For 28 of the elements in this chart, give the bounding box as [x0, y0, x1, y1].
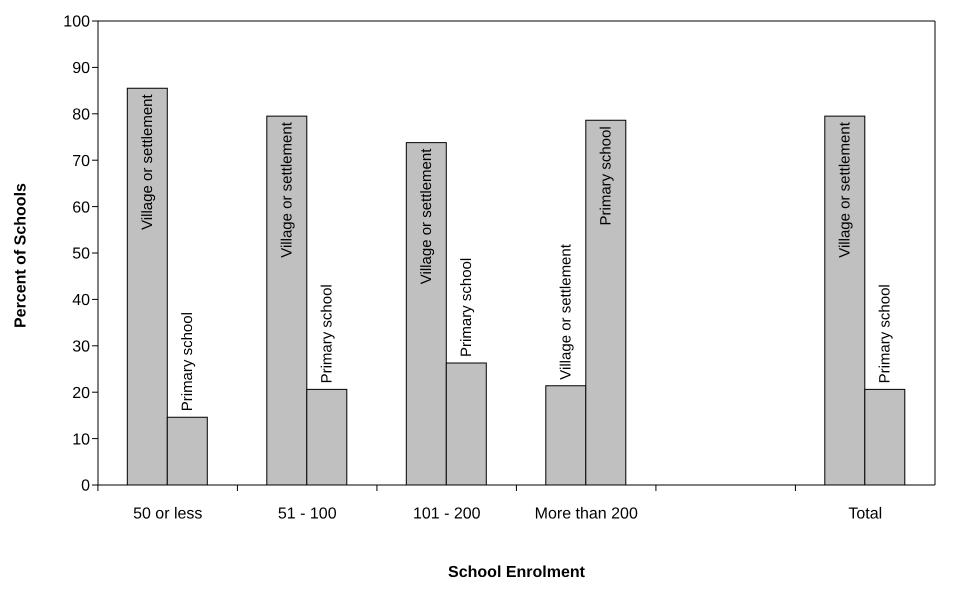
text: Primary school	[876, 284, 894, 384]
text: Village or settlement	[278, 122, 296, 258]
y-tick-label: 50	[72, 246, 90, 263]
text: Village or settlement	[418, 148, 435, 284]
text: Primary school	[318, 284, 336, 384]
series-label: Village or settlement	[138, 93, 156, 230]
x-tick-label: 101 - 200	[412, 505, 481, 522]
y-axis-title: Percent of Schools	[12, 182, 30, 328]
text: Primary school	[178, 312, 196, 412]
text: Village or settlement	[836, 122, 854, 258]
y-tick-label: 40	[72, 292, 90, 310]
text: Village or settlement	[557, 244, 574, 380]
y-tick-label: 100	[63, 14, 90, 31]
x-tick-label: 50 or less	[133, 505, 202, 522]
x-tick-label: 51 - 100	[278, 505, 337, 522]
y-tick-label: 90	[72, 60, 90, 78]
text: Primary school	[458, 258, 475, 357]
y-tick-label: 0	[81, 478, 90, 495]
y-tick-label: 30	[72, 338, 90, 356]
y-tick-label: 20	[72, 384, 90, 402]
x-tick-label: Total	[848, 505, 882, 522]
y-tick-label: 80	[72, 106, 90, 124]
y-tick-label: 60	[72, 199, 90, 216]
x-axis-title: School Enrolment	[448, 564, 586, 581]
y-tick-label: 70	[72, 152, 90, 170]
text: Primary school	[597, 126, 614, 226]
x-tick-label: More than 200	[534, 505, 638, 522]
y-tick-label: 10	[72, 431, 90, 448]
